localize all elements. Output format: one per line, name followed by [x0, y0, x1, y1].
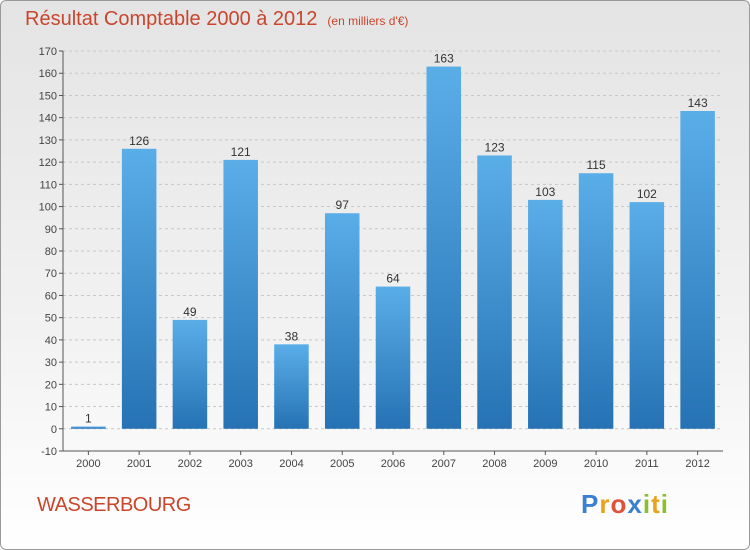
- x-tick-label: 2003: [228, 458, 252, 470]
- y-tick-label: -10: [41, 446, 57, 458]
- y-tick-label: 170: [39, 46, 57, 58]
- logo-letter: i: [660, 489, 669, 519]
- chart-unit-label: (en milliers d'€): [327, 14, 409, 28]
- bar-2012: [680, 111, 715, 429]
- bar-2011: [629, 202, 665, 429]
- x-tick-label: 2001: [127, 458, 151, 470]
- y-tick-label: 160: [39, 68, 57, 80]
- bar-2010: [578, 173, 614, 429]
- chart-title-text: Résultat Comptable 2000 à 2012: [25, 8, 318, 30]
- x-tick-label: 2009: [533, 458, 557, 470]
- value-label: 64: [386, 272, 400, 286]
- y-tick-label: 20: [45, 379, 57, 391]
- y-tick-label: 140: [39, 113, 57, 125]
- y-tick-label: 10: [45, 402, 57, 414]
- value-label: 1: [85, 412, 92, 426]
- y-tick-label: 0: [51, 424, 57, 436]
- x-tick-label: 2004: [279, 458, 303, 470]
- logo-letter: P: [581, 489, 600, 519]
- bar-2000: [71, 426, 106, 429]
- y-tick-label: 40: [45, 335, 57, 347]
- x-tick-label: 2007: [432, 458, 456, 470]
- value-label: 103: [535, 185, 555, 199]
- x-tick-label: 2010: [584, 458, 608, 470]
- value-label: 143: [688, 96, 708, 110]
- y-tick-label: 70: [45, 268, 57, 280]
- labels: -10 0 10 20 30 40 50 60 70 80 90 100 110 120 130 140 150…: [39, 46, 710, 470]
- x-tick-label: 2000: [76, 458, 100, 470]
- y-tick-label: 90: [45, 224, 57, 236]
- bar-2007: [426, 66, 462, 429]
- value-label: 163: [434, 52, 454, 66]
- bar-2003: [223, 159, 258, 429]
- logo-letter: x: [627, 489, 643, 519]
- bars: [71, 66, 715, 429]
- y-tick-label: 110: [39, 179, 57, 191]
- proxiti-logo: Proxiti: [581, 489, 669, 520]
- y-tick-label: 50: [45, 313, 57, 325]
- bar-2002: [172, 319, 208, 429]
- x-tick-label: 2012: [685, 458, 709, 470]
- x-tick-label: 2005: [330, 458, 354, 470]
- value-label: 126: [129, 134, 149, 148]
- value-label: 97: [336, 198, 350, 212]
- y-tick-label: 130: [39, 135, 57, 147]
- logo-letter: r: [599, 489, 611, 519]
- y-tick-label: 150: [39, 90, 57, 102]
- logo-letter: o: [610, 489, 628, 519]
- bar-2009: [528, 199, 563, 429]
- x-tick-label: 2011: [635, 458, 659, 470]
- bar-2005: [324, 213, 360, 429]
- bar-2008: [477, 155, 512, 429]
- value-label: 102: [637, 187, 657, 201]
- logo-letter: t: [651, 489, 661, 519]
- value-label: 38: [285, 329, 299, 343]
- y-tick-label: 100: [39, 202, 57, 214]
- value-label: 115: [587, 158, 606, 172]
- y-tick-label: 60: [45, 290, 57, 302]
- place-name: WASSERBOURG: [37, 494, 191, 516]
- logo-letter: i: [642, 489, 652, 519]
- x-tick-label: 2008: [482, 458, 506, 470]
- value-label: 49: [183, 305, 197, 319]
- bar-2006: [375, 286, 411, 429]
- chart-title: Résultat Comptable 2000 à 2012 (en millie…: [25, 8, 408, 31]
- bar-2001: [121, 148, 157, 429]
- y-tick-label: 120: [39, 157, 57, 169]
- y-tick-label: 30: [45, 357, 57, 369]
- y-tick-label: 80: [45, 246, 57, 258]
- x-tick-label: 2006: [381, 458, 405, 470]
- axes: [59, 50, 723, 455]
- bar-2004: [274, 344, 309, 429]
- x-tick-label: 2002: [178, 458, 202, 470]
- value-label: 123: [485, 140, 505, 154]
- value-label: 121: [231, 145, 251, 159]
